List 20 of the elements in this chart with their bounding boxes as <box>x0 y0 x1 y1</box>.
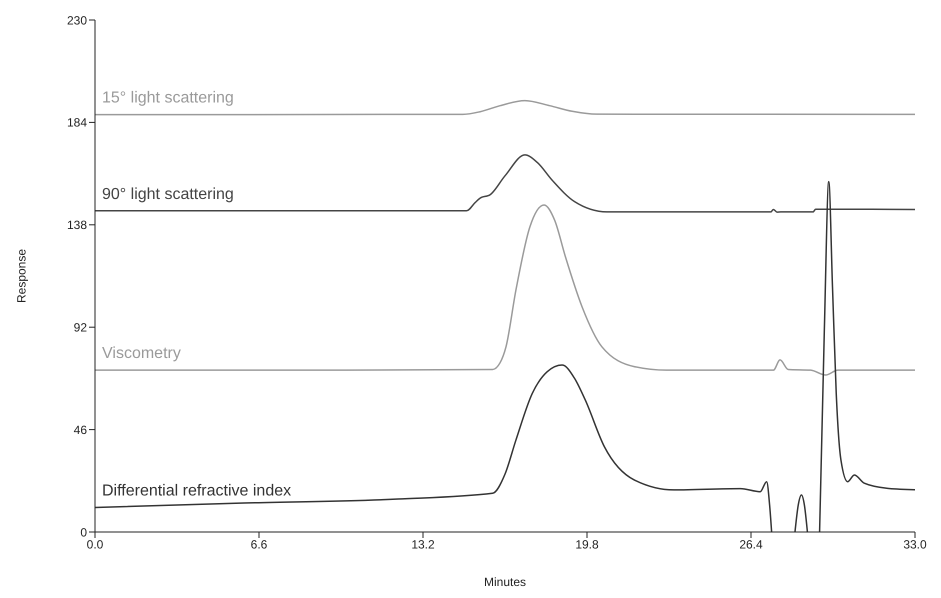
x-tick-label: 0.0 <box>86 538 104 552</box>
x-tick-label: 13.2 <box>411 538 435 552</box>
y-tick-label: 230 <box>66 13 88 28</box>
y-axis-title: Response <box>14 248 28 304</box>
line-series <box>95 154 915 213</box>
series-label: Differential refractive index <box>102 482 292 500</box>
x-axis-title: Minutes <box>484 575 526 589</box>
x-tick-label: 33.0 <box>903 538 927 552</box>
x-tick-label: 26.4 <box>739 538 763 552</box>
x-tick-label: 19.8 <box>575 538 599 552</box>
y-tick-label: 184 <box>66 116 88 130</box>
x-tick-label: 6.6 <box>250 538 268 552</box>
y-tick-label: 46 <box>74 422 88 437</box>
series-label: 90° light scattering <box>102 186 234 203</box>
y-tick-label: 138 <box>66 218 88 232</box>
y-tick-label: 0 <box>80 525 88 540</box>
series-label: Viscometry <box>102 345 181 362</box>
series-label: 15° light scattering <box>102 90 234 107</box>
line-series <box>95 204 915 376</box>
y-tick-label: 92 <box>74 320 88 334</box>
